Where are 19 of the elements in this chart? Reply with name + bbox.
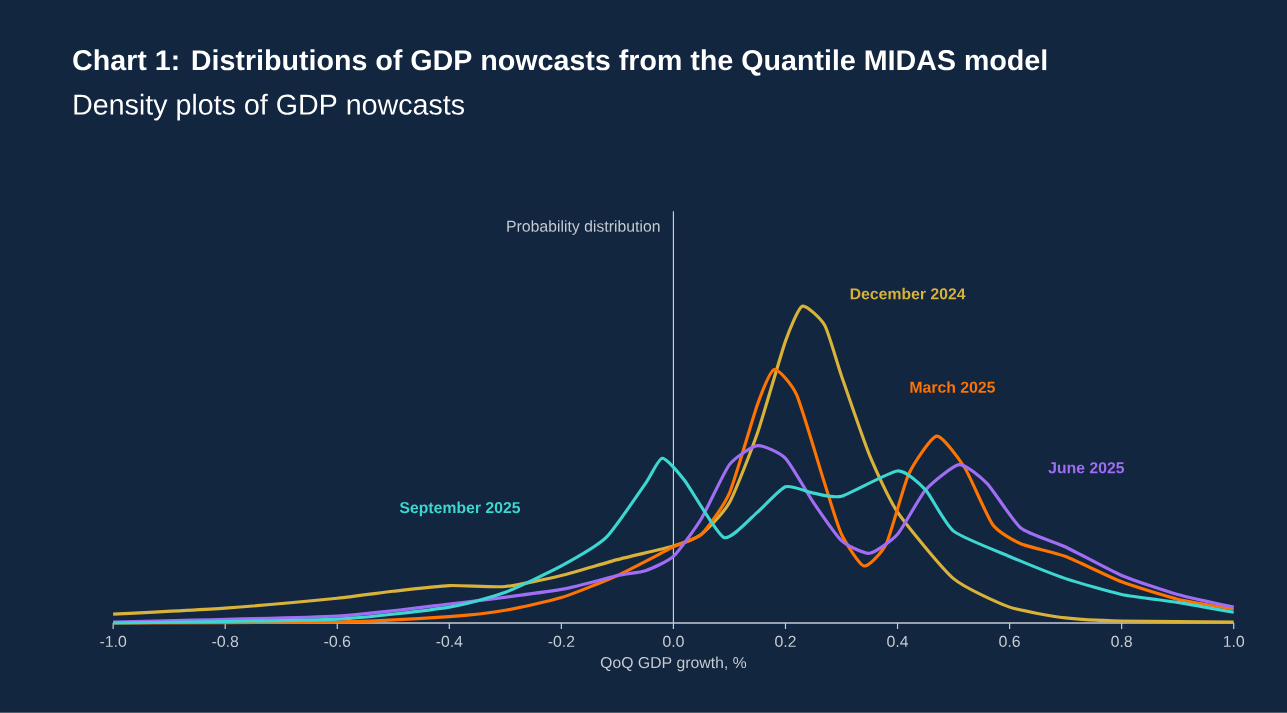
x-tick-label: 0.2 bbox=[775, 635, 796, 648]
x-tick-label: 0.0 bbox=[663, 635, 684, 648]
x-axis-title: QoQ GDP growth, % bbox=[600, 656, 747, 672]
x-tick-label: 0.4 bbox=[887, 635, 909, 648]
x-tick-label: 0.8 bbox=[1111, 635, 1132, 648]
x-tick-label: 1.0 bbox=[1223, 635, 1245, 648]
x-tick-label: -0.6 bbox=[324, 635, 351, 648]
chart-subtitle: Density plots of GDP nowcasts bbox=[74, 93, 465, 121]
text: March 2025 bbox=[910, 381, 996, 393]
ref-line-label: Probability distribution bbox=[507, 220, 660, 235]
x-tick-label: -0.8 bbox=[212, 635, 239, 648]
text: June 2025 bbox=[1048, 462, 1125, 474]
chart-title: Chart 1: Distributions of GDP nowcasts from the Quantile MIDAS model bbox=[73, 49, 1047, 76]
x-tick-label: -0.2 bbox=[548, 635, 575, 648]
text: December 2024 bbox=[850, 287, 966, 300]
x-tick-label: -0.4 bbox=[436, 635, 463, 648]
x-tick-label: -1.0 bbox=[100, 635, 127, 648]
text: September 2025 bbox=[399, 501, 521, 517]
x-tick-label: 0.6 bbox=[999, 635, 1020, 648]
